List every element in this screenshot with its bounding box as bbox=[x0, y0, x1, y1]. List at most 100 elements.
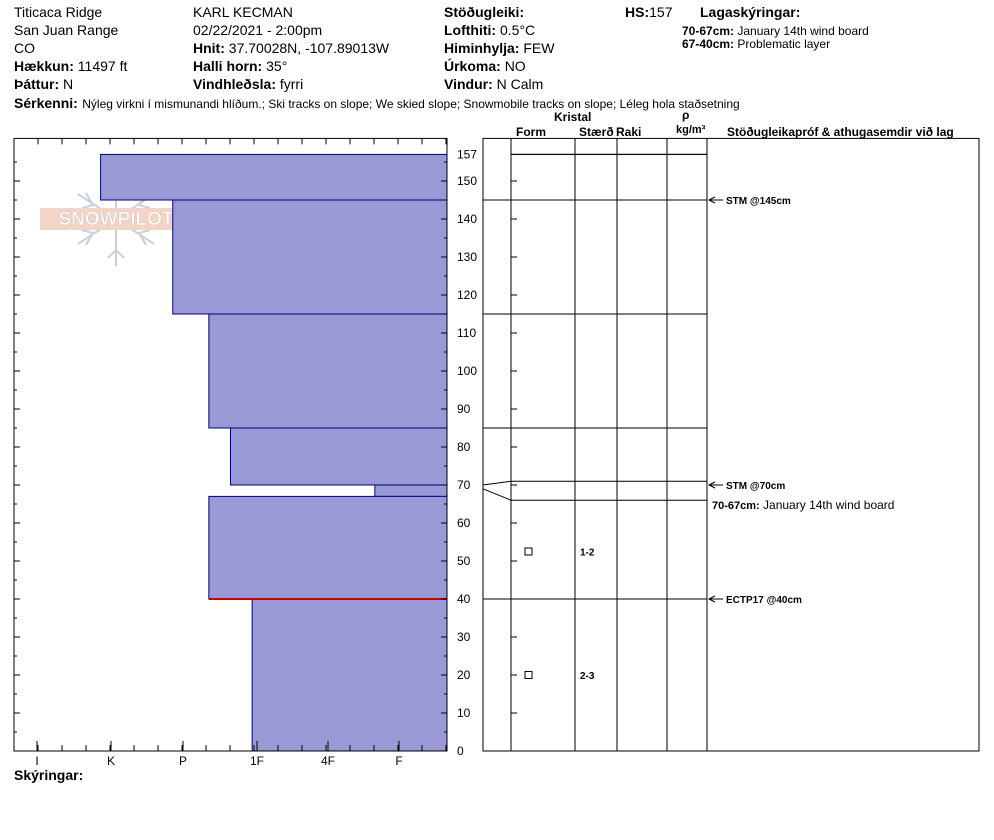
layer-note-range: 70-67cm: bbox=[682, 24, 735, 38]
aspect: Þáttur: N bbox=[14, 75, 73, 93]
precip-value: NO bbox=[504, 58, 526, 74]
hardness-tick-label: F bbox=[395, 754, 402, 768]
depth-tick-label: 130 bbox=[457, 250, 477, 264]
depth-tick-label: 140 bbox=[457, 212, 477, 226]
hardness-layer-bar bbox=[230, 427, 448, 486]
form-header: Form bbox=[516, 125, 546, 139]
depth-tick-label: 30 bbox=[457, 630, 471, 644]
depth-tick-label: 90 bbox=[457, 402, 471, 416]
precipitation: Úrkoma: NO bbox=[444, 57, 526, 75]
depth-tick-label: 0 bbox=[457, 744, 464, 758]
features-value: Nýleg virkni í mismunandi hlíðum.; Ski t… bbox=[82, 97, 740, 111]
inline-layer-note: 70-67cm: January 14th wind board bbox=[712, 498, 894, 512]
elevation-label: Hækkun: bbox=[14, 58, 74, 74]
air-temp-label: Lofthiti: bbox=[444, 22, 497, 38]
hs-value: 157 bbox=[649, 4, 673, 20]
snowpilot-logo: SNOWPILOT bbox=[40, 172, 192, 266]
hs-label: HS: bbox=[625, 4, 650, 20]
features-label: Sérkenni: bbox=[14, 95, 78, 111]
air-temp-value: 0.5°C bbox=[499, 22, 536, 38]
arrow-left-icon bbox=[707, 481, 716, 489]
layer-note: 70-67cm: January 14th wind board bbox=[682, 24, 869, 38]
logo-banner bbox=[40, 208, 192, 230]
hardness-layer-bar bbox=[208, 313, 448, 429]
snow-height: HS:157 bbox=[625, 3, 672, 21]
grain-size-label: 2-3 bbox=[580, 671, 595, 682]
slope-angle: Halli horn: 35° bbox=[193, 57, 287, 75]
depth-tick-label: 50 bbox=[457, 554, 471, 568]
wind: Vindur: N Calm bbox=[444, 75, 543, 93]
wind-label: Vindur: bbox=[444, 76, 493, 92]
hardness-layer-bar bbox=[172, 199, 448, 315]
stability-label: Stöðugleiki: bbox=[444, 4, 525, 20]
location-name: Titicaca Ridge bbox=[14, 4, 103, 20]
crystal-header: Kristal bbox=[554, 110, 592, 124]
hardness-tick-label: 4F bbox=[321, 754, 335, 768]
layer-connector bbox=[482, 480, 512, 486]
wind-loading: Vindhleðsla: fyrri bbox=[193, 75, 303, 93]
layer-note: 67-40cm: Problematic layer bbox=[682, 37, 830, 51]
depth-tick-label: 157 bbox=[457, 147, 477, 161]
layer-connector bbox=[482, 488, 512, 501]
elevation-value: 11497 ft bbox=[77, 58, 128, 74]
hardness-layer-bar bbox=[100, 153, 448, 201]
depth-tick-label: 20 bbox=[457, 668, 471, 682]
density-unit-header: kg/m³ bbox=[676, 124, 706, 136]
state-name: CO bbox=[14, 40, 35, 56]
grain-form-square-icon bbox=[524, 671, 533, 679]
aspect-label: Þáttur: bbox=[14, 76, 60, 92]
wind-loading-value: fyrri bbox=[279, 76, 304, 92]
hardness-layers bbox=[100, 153, 448, 752]
hardness-tick-label: K bbox=[107, 754, 115, 768]
grain-size-label: 1-2 bbox=[580, 548, 595, 559]
observer-name: KARL KECMAN bbox=[193, 4, 293, 20]
arrow-left-icon bbox=[707, 595, 716, 603]
inline-layer-note-range: 70-67cm: bbox=[712, 500, 760, 512]
inline-layer-note-text: January 14th wind board bbox=[760, 498, 895, 512]
depth-tick-label: 100 bbox=[457, 364, 477, 378]
depth-tick-label: 70 bbox=[457, 478, 471, 492]
stability-test-label: STM @145cm bbox=[726, 196, 791, 207]
tests-header: Stöðugleikapróf & athugasemdir við lag bbox=[727, 125, 954, 139]
precip-label: Úrkoma: bbox=[444, 58, 501, 74]
hardness-layer-bar bbox=[374, 484, 448, 497]
depth-tick-label: 10 bbox=[457, 706, 471, 720]
moisture-header: Raki bbox=[616, 125, 642, 139]
slope-label: Halli horn: bbox=[193, 58, 263, 74]
air-temp: Lofthiti: 0.5°C bbox=[444, 21, 535, 39]
depth-tick-label: 110 bbox=[457, 326, 476, 340]
stratigraphy-marks: 1-2 2-3 STM @145cm STM @70cm ECTP17 @40cm 70-… bbox=[524, 196, 894, 682]
stratigraphy-table bbox=[482, 137, 980, 752]
coordinates: Hnit: 37.70028N, -107.89013W bbox=[193, 39, 389, 57]
depth-tick-label: 150 bbox=[457, 174, 477, 188]
aspect-value: N bbox=[63, 76, 74, 92]
hardness-layer-bar bbox=[251, 598, 448, 752]
coords-label: Hnit: bbox=[193, 40, 225, 56]
sky-value: FEW bbox=[523, 40, 555, 56]
sky-cover: Himinhylja: FEW bbox=[444, 39, 554, 57]
table-frame bbox=[482, 137, 980, 752]
notes-label: Skýringar: bbox=[14, 767, 84, 783]
wind-loading-label: Vindhleðsla: bbox=[193, 76, 276, 92]
layer-note-text: January 14th wind board bbox=[737, 24, 869, 38]
slope-value: 35° bbox=[266, 58, 288, 74]
hardness-layer-bar bbox=[208, 495, 448, 600]
layer-note-text: Problematic layer bbox=[737, 37, 831, 51]
stability-test-label: ECTP17 @40cm bbox=[726, 595, 802, 606]
layer-note-range: 67-40cm: bbox=[682, 37, 735, 51]
hardness-tick-label: I bbox=[35, 754, 38, 768]
elevation: Hækkun: 11497 ft bbox=[14, 57, 127, 75]
rho-header: ρ bbox=[682, 108, 690, 122]
observation-datetime: 02/22/2021 - 2:00pm bbox=[193, 22, 323, 38]
sky-label: Himinhylja: bbox=[444, 40, 520, 56]
depth-tick-label: 120 bbox=[457, 288, 477, 302]
arrow-left-icon bbox=[707, 196, 716, 204]
chart-axes: 0 10 20 30 40 50 60 70 80 90 100 110 120 130 140 150 157… bbox=[13, 137, 477, 768]
features: Sérkenni: Nýleg virkni í mismunandi hlíð… bbox=[14, 94, 740, 113]
layer-notes-label: Lagaskýringar: bbox=[700, 4, 801, 20]
range-name: San Juan Range bbox=[14, 22, 119, 38]
logo-text: SNOWPILOT bbox=[58, 209, 173, 230]
depth-tick-label: 60 bbox=[457, 516, 471, 530]
coords-value: 37.70028N, -107.89013W bbox=[228, 40, 390, 56]
